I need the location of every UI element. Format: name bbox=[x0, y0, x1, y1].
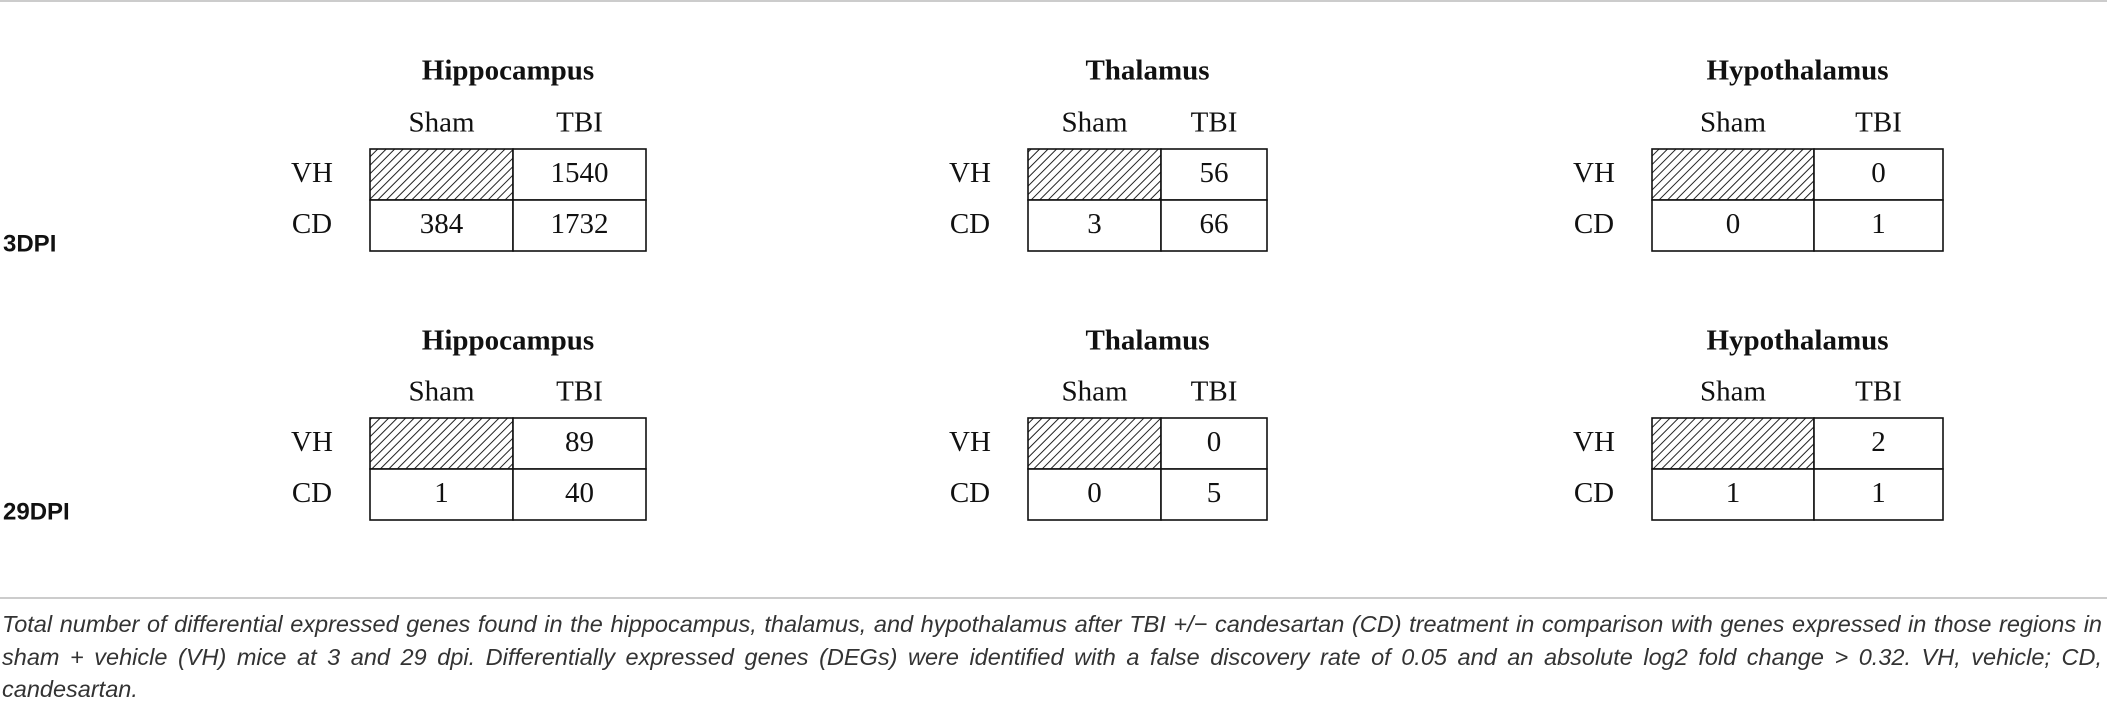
table-cell bbox=[1813, 417, 1944, 470]
table-cell bbox=[512, 199, 647, 252]
row-label: CD bbox=[292, 208, 332, 240]
row-label: VH bbox=[1573, 426, 1615, 458]
column-header: Sham bbox=[408, 107, 475, 139]
table-cell bbox=[512, 148, 647, 201]
cell-value: 3 bbox=[1087, 208, 1102, 240]
row-label: VH bbox=[949, 157, 991, 189]
table-cell bbox=[1160, 468, 1268, 521]
column-header: Sham bbox=[1061, 107, 1128, 139]
column-header: Sham bbox=[408, 376, 475, 408]
table-cell bbox=[1813, 148, 1944, 201]
table-cell bbox=[369, 199, 514, 252]
row-label: CD bbox=[950, 477, 990, 509]
cell-value: 56 bbox=[1200, 157, 1229, 189]
column-header: TBI bbox=[1855, 376, 1902, 408]
row-label: CD bbox=[950, 208, 990, 240]
table-cell bbox=[512, 468, 647, 521]
column-header: Sham bbox=[1700, 376, 1767, 408]
panel-label: 29DPI bbox=[3, 498, 70, 525]
cell-value: 0 bbox=[1726, 208, 1741, 240]
table-cell bbox=[1651, 468, 1815, 521]
cell-value: 66 bbox=[1200, 208, 1229, 240]
cell-value: 1 bbox=[434, 477, 449, 509]
row-label: CD bbox=[292, 477, 332, 509]
cell-value: 40 bbox=[565, 477, 594, 509]
region-title: Thalamus bbox=[1085, 55, 1209, 87]
region-title: Hippocampus bbox=[422, 325, 594, 357]
cell-value: 384 bbox=[420, 208, 464, 240]
cell-value: 1540 bbox=[551, 157, 609, 189]
column-header: TBI bbox=[556, 107, 603, 139]
table-cell bbox=[1813, 199, 1944, 252]
cell-value: 1 bbox=[1871, 477, 1886, 509]
cell-value: 2 bbox=[1871, 426, 1886, 458]
cell-value: 89 bbox=[565, 426, 594, 458]
hatched-cell bbox=[1027, 417, 1162, 470]
row-label: VH bbox=[291, 157, 333, 189]
row-label: VH bbox=[1573, 157, 1615, 189]
region-title: Hypothalamus bbox=[1706, 325, 1888, 357]
hatched-cell bbox=[369, 417, 514, 470]
hatched-cell bbox=[1027, 148, 1162, 201]
hatched-cell bbox=[369, 148, 514, 201]
region-title: Hippocampus bbox=[422, 55, 594, 87]
column-header: TBI bbox=[1855, 107, 1902, 139]
column-header: TBI bbox=[556, 376, 603, 408]
hatched-cell bbox=[1651, 148, 1815, 201]
cell-value: 0 bbox=[1207, 426, 1222, 458]
panel-label: 3DPI bbox=[3, 230, 56, 257]
cell-value: 0 bbox=[1871, 157, 1886, 189]
column-header: Sham bbox=[1061, 376, 1128, 408]
caption: Total number of differential expressed g… bbox=[2, 611, 2102, 702]
cell-value: 1 bbox=[1726, 477, 1741, 509]
cell-value: 1 bbox=[1871, 208, 1886, 240]
table-cell bbox=[1160, 417, 1268, 470]
row-label: CD bbox=[1574, 208, 1614, 240]
region-title: Hypothalamus bbox=[1706, 55, 1888, 87]
cell-value: 0 bbox=[1087, 477, 1102, 509]
row-label: CD bbox=[1574, 477, 1614, 509]
column-header: TBI bbox=[1191, 376, 1238, 408]
table-cell bbox=[1651, 199, 1815, 252]
cell-value: 5 bbox=[1207, 477, 1222, 509]
table-cell bbox=[369, 468, 514, 521]
table-cell bbox=[1160, 199, 1268, 252]
region-title: Thalamus bbox=[1085, 325, 1209, 357]
cell-value: 1732 bbox=[551, 208, 609, 240]
column-header: TBI bbox=[1191, 107, 1238, 139]
row-label: VH bbox=[949, 426, 991, 458]
row-label: VH bbox=[291, 426, 333, 458]
table-cell bbox=[1813, 468, 1944, 521]
hatched-cell bbox=[1651, 417, 1815, 470]
table-cell bbox=[1160, 148, 1268, 201]
table-cell bbox=[1027, 468, 1162, 521]
column-header: Sham bbox=[1700, 107, 1767, 139]
